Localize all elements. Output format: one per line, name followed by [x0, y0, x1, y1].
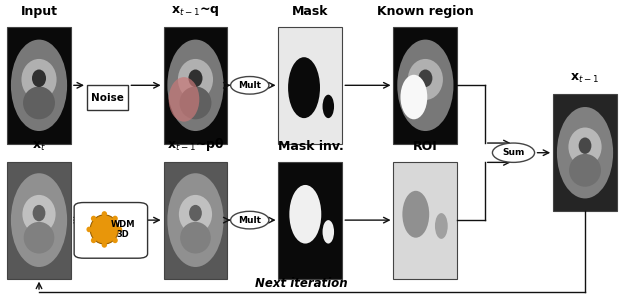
Text: x$_t$: x$_t$ [32, 140, 46, 153]
Text: Sum: Sum [502, 148, 525, 157]
FancyBboxPatch shape [553, 94, 617, 211]
Text: x$_{t-1}$~q: x$_{t-1}$~q [171, 4, 220, 18]
Ellipse shape [33, 205, 45, 221]
Text: Known region: Known region [377, 5, 474, 18]
Text: Input: Input [20, 5, 58, 18]
Ellipse shape [397, 40, 454, 131]
Ellipse shape [23, 86, 55, 119]
FancyBboxPatch shape [7, 162, 71, 279]
Ellipse shape [323, 95, 334, 118]
FancyBboxPatch shape [87, 85, 129, 110]
FancyBboxPatch shape [164, 162, 227, 279]
Ellipse shape [323, 220, 334, 244]
Ellipse shape [117, 227, 122, 232]
Text: Mask inv.: Mask inv. [278, 140, 343, 153]
Ellipse shape [168, 40, 223, 131]
Ellipse shape [403, 191, 429, 238]
Ellipse shape [168, 173, 223, 267]
Ellipse shape [557, 107, 613, 198]
Ellipse shape [180, 222, 211, 254]
Ellipse shape [289, 185, 321, 244]
Ellipse shape [102, 242, 107, 248]
Ellipse shape [178, 59, 213, 100]
Circle shape [492, 143, 534, 162]
Ellipse shape [179, 195, 212, 234]
Ellipse shape [288, 57, 320, 118]
Ellipse shape [569, 154, 601, 187]
Ellipse shape [408, 59, 443, 100]
Text: x$_{t-1}$~pθ: x$_{t-1}$~pθ [166, 136, 224, 153]
FancyBboxPatch shape [394, 162, 458, 279]
FancyBboxPatch shape [164, 27, 227, 144]
Ellipse shape [32, 69, 46, 87]
Text: Mult: Mult [238, 216, 261, 225]
Text: Mask: Mask [292, 5, 329, 18]
Ellipse shape [435, 213, 448, 239]
Ellipse shape [568, 127, 602, 166]
Circle shape [230, 77, 269, 94]
Ellipse shape [401, 75, 428, 119]
FancyBboxPatch shape [74, 203, 148, 258]
Ellipse shape [419, 69, 433, 87]
Ellipse shape [102, 211, 107, 217]
Text: Next iteration: Next iteration [255, 277, 347, 290]
Ellipse shape [113, 216, 118, 221]
Ellipse shape [11, 173, 67, 267]
Ellipse shape [179, 86, 211, 119]
Ellipse shape [11, 40, 67, 131]
Ellipse shape [24, 222, 54, 254]
FancyBboxPatch shape [278, 27, 342, 144]
Ellipse shape [91, 216, 96, 221]
Ellipse shape [91, 238, 96, 243]
Text: ROI: ROI [413, 140, 438, 153]
Ellipse shape [22, 59, 56, 100]
Text: WDM
3D: WDM 3D [111, 220, 135, 239]
Ellipse shape [113, 238, 118, 243]
Ellipse shape [22, 195, 56, 234]
Text: Mult: Mult [238, 81, 261, 90]
Ellipse shape [90, 215, 118, 244]
Ellipse shape [188, 69, 202, 87]
FancyBboxPatch shape [394, 27, 458, 144]
Ellipse shape [86, 227, 92, 232]
FancyBboxPatch shape [278, 162, 342, 279]
Ellipse shape [169, 77, 199, 122]
Text: x$_{t-1}$: x$_{t-1}$ [570, 72, 600, 85]
Ellipse shape [189, 205, 202, 221]
Text: Noise: Noise [92, 93, 124, 103]
FancyBboxPatch shape [7, 27, 71, 144]
Ellipse shape [579, 138, 591, 154]
Circle shape [230, 211, 269, 229]
